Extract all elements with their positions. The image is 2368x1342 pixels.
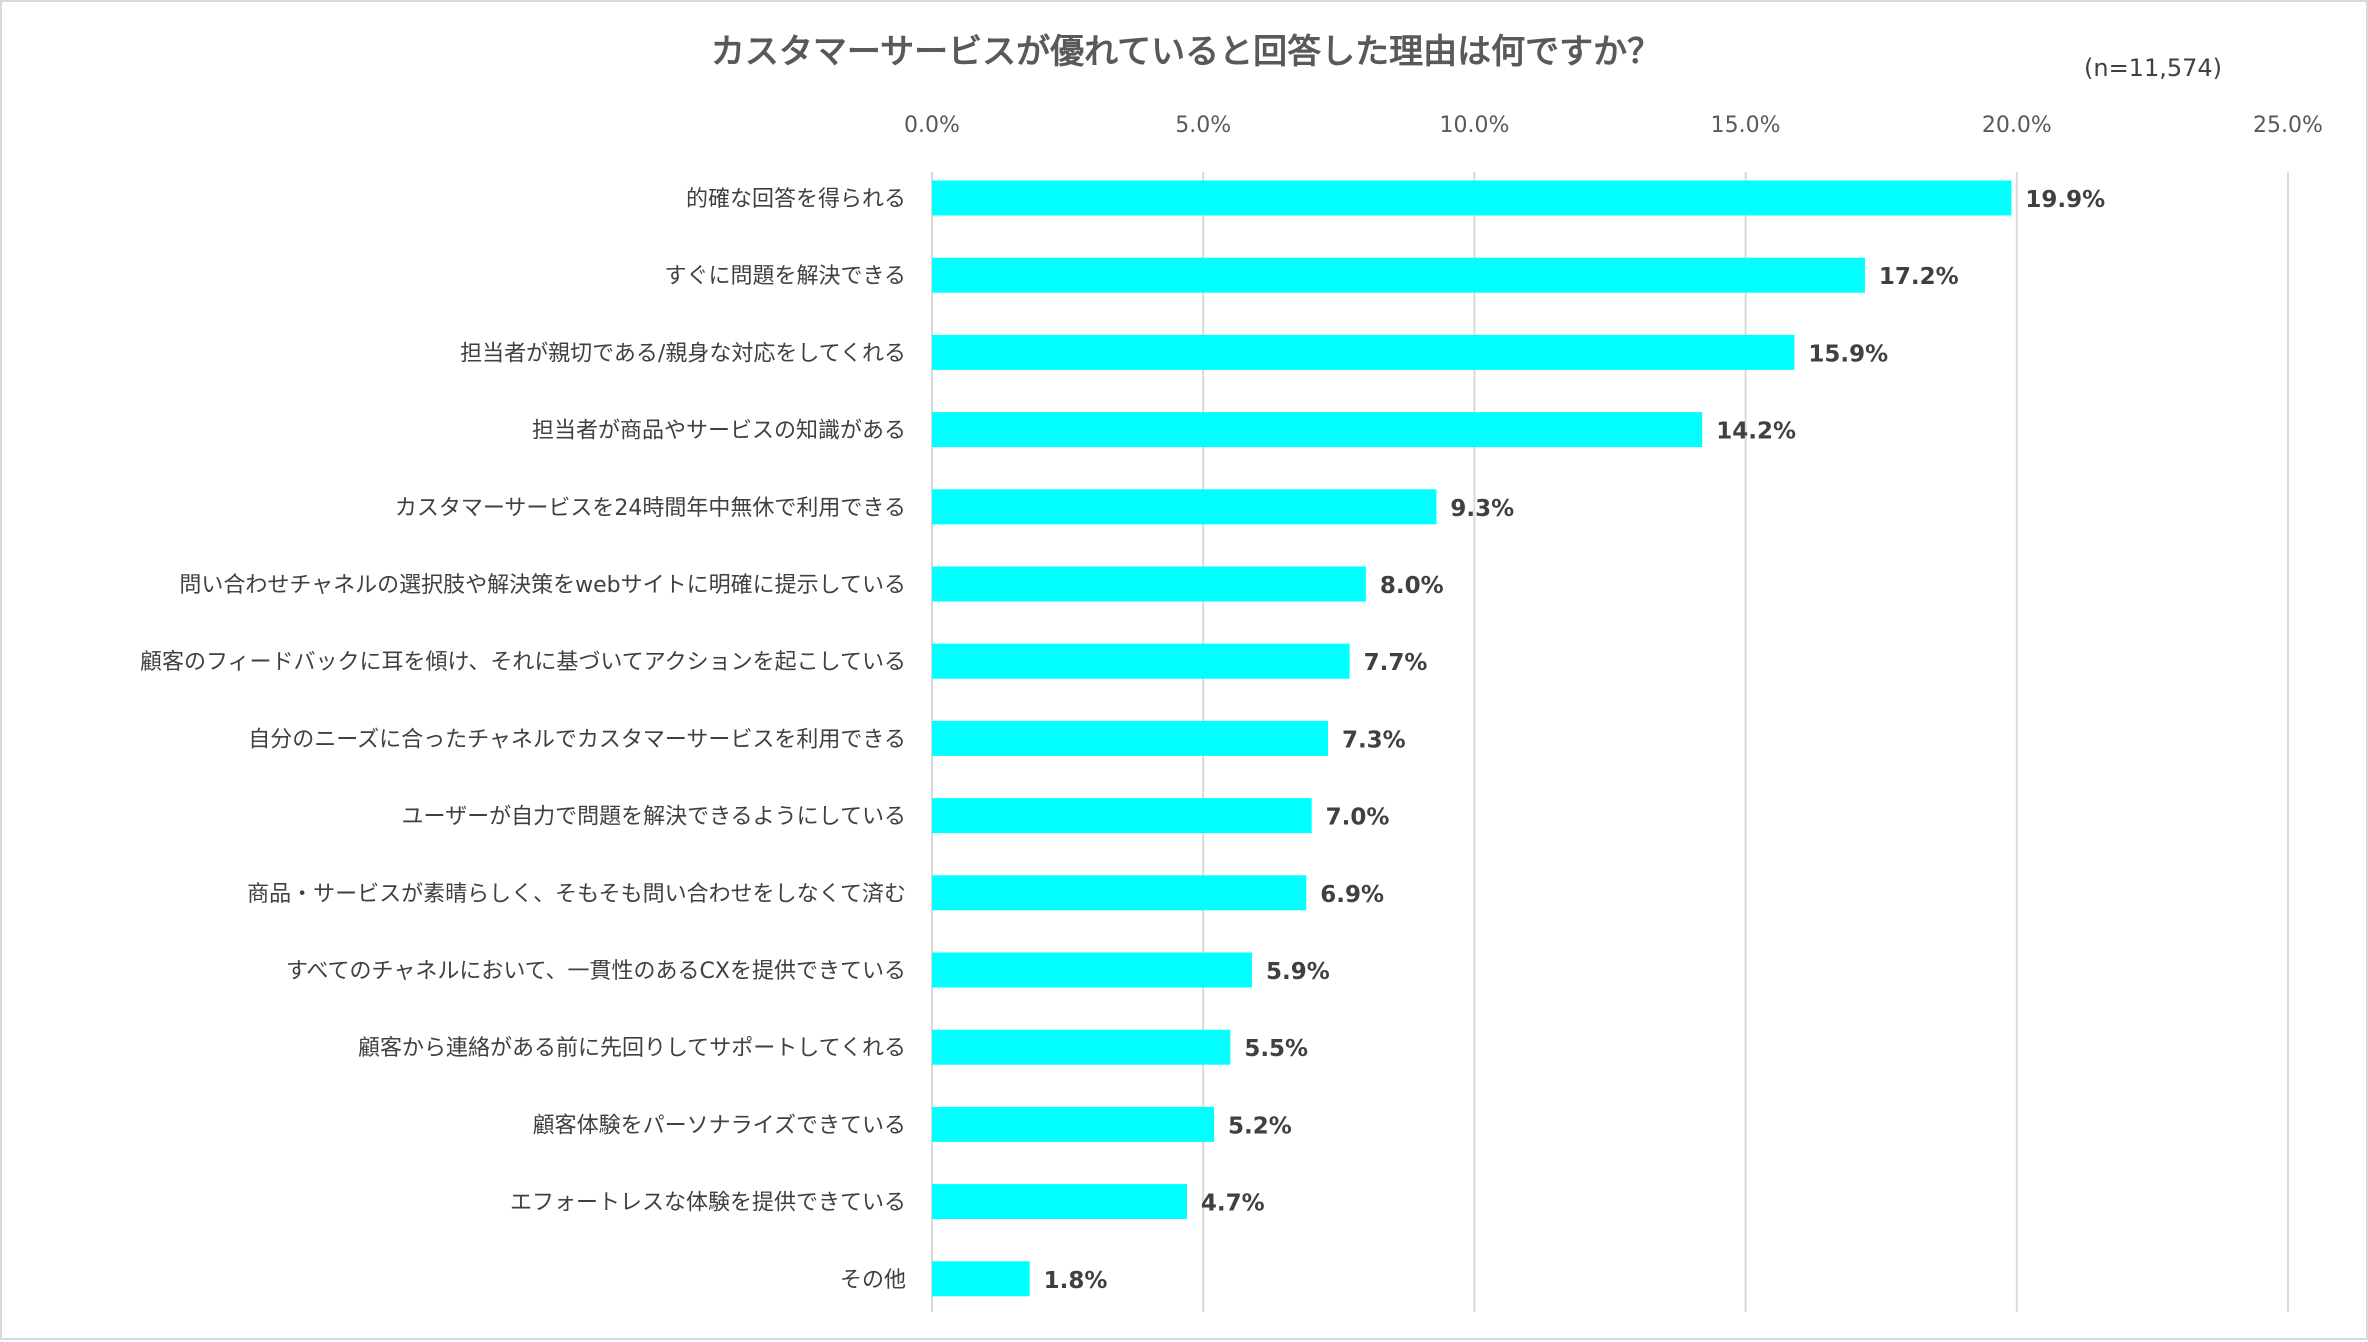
bar — [932, 643, 1350, 679]
data-label: 19.9% — [2025, 187, 2105, 213]
bar — [932, 875, 1307, 911]
category-label: 顧客体験をパーソナライズできている — [533, 1113, 906, 1138]
data-label: 1.8% — [1044, 1268, 1108, 1294]
bar — [932, 334, 1795, 370]
data-label: 7.7% — [1364, 650, 1428, 676]
category-label: 顧客のフィードバックに耳を傾け、それに基づいてアクションを起こしている — [140, 650, 906, 675]
data-label: 4.7% — [1201, 1191, 1265, 1217]
data-label: 6.9% — [1320, 882, 1384, 908]
bar — [932, 1261, 1030, 1297]
category-label: 問い合わせチャネルの選択肢や解決策をwebサイトに明確に提示している — [179, 573, 906, 598]
category-label: 自分のニーズに合ったチャネルでカスタマーサービスを利用できる — [248, 727, 906, 752]
data-label: 14.2% — [1716, 419, 1796, 445]
category-label: 担当者が商品やサービスの知識がある — [532, 419, 906, 444]
chart-title: カスタマーサービスが優れていると回答した理由は何ですか？ — [710, 32, 1662, 72]
data-label: 7.3% — [1342, 727, 1406, 753]
data-label: 5.5% — [1244, 1036, 1308, 1062]
bar — [932, 1029, 1231, 1065]
bar — [932, 720, 1328, 756]
bar — [932, 257, 1865, 293]
bar — [932, 412, 1703, 448]
category-label: その他 — [840, 1268, 906, 1293]
bar — [932, 1184, 1187, 1220]
category-label: 担当者が親切である/親身な対応をしてくれる — [460, 341, 906, 366]
category-label: すべてのチャネルにおいて、一貫性のあるCXを提供できている — [286, 959, 906, 984]
data-label: 5.2% — [1228, 1113, 1292, 1139]
sample-size-note: (n=11,574) — [2084, 54, 2223, 82]
bar — [932, 489, 1437, 525]
x-tick-label: 5.0% — [1175, 113, 1231, 138]
category-label: ユーザーが自力で問題を解決できるようにしている — [402, 805, 906, 830]
category-label: 顧客から連絡がある前に先回りしてサポートしてくれる — [358, 1036, 906, 1061]
data-label: 5.9% — [1266, 959, 1330, 985]
x-tick-label: 20.0% — [1982, 113, 2052, 138]
data-label: 15.9% — [1808, 341, 1888, 367]
bar — [932, 566, 1366, 602]
data-label: 8.0% — [1380, 573, 1444, 599]
category-label: すぐに問題を解決できる — [664, 264, 906, 289]
category-label: 的確な回答を得られる — [686, 187, 906, 212]
x-tick-label: 10.0% — [1439, 113, 1509, 138]
bar — [932, 180, 2012, 216]
x-tick-label: 15.0% — [1711, 113, 1781, 138]
bar — [932, 1106, 1215, 1142]
bar — [932, 798, 1312, 834]
bar — [932, 952, 1253, 988]
data-label: 9.3% — [1450, 496, 1514, 522]
category-label: エフォートレスな体験を提供できている — [510, 1191, 906, 1216]
category-label: カスタマーサービスを24時間年中無休で利用できる — [395, 496, 906, 521]
x-tick-label: 0.0% — [904, 113, 960, 138]
data-label: 7.0% — [1326, 805, 1390, 831]
category-label: 商品・サービスが素晴らしく、そもそも問い合わせをしなくて済む — [247, 882, 906, 907]
x-tick-label: 25.0% — [2253, 113, 2323, 138]
data-label: 17.2% — [1879, 264, 1959, 290]
